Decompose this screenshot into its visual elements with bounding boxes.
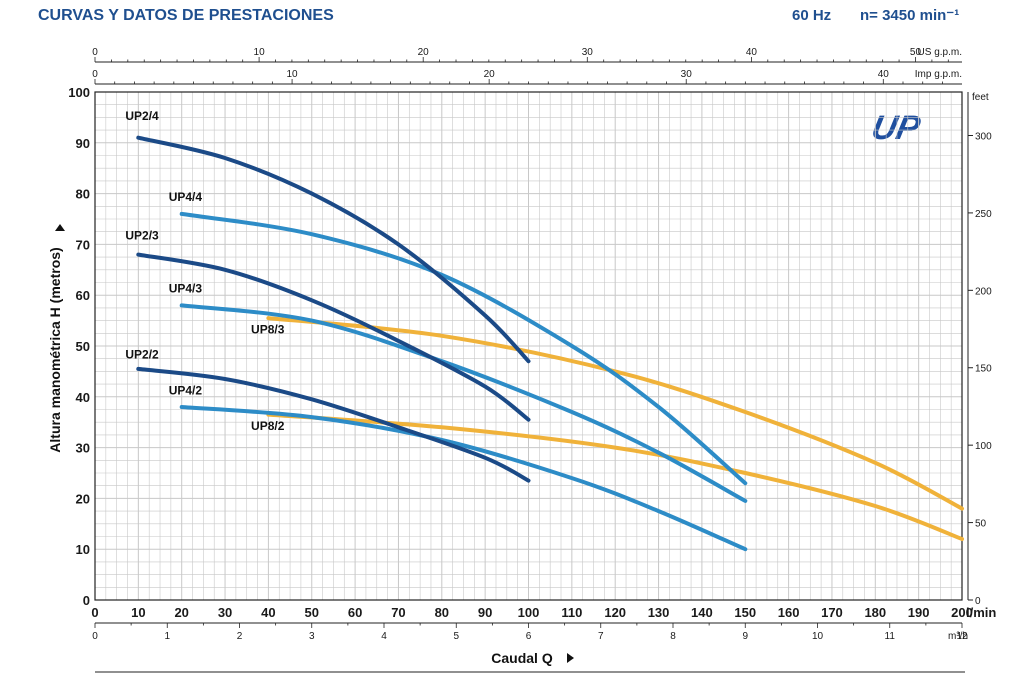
x-tick-label: 110 xyxy=(561,605,582,620)
x-tick-label: 60 xyxy=(348,605,362,620)
m3h-tick-label: 3 xyxy=(309,631,315,642)
feet-tick-label: 300 xyxy=(975,131,992,142)
imp-gpm-tick-label: 10 xyxy=(287,69,299,80)
y-tick-label: 20 xyxy=(76,491,90,506)
m3h-tick-label: 2 xyxy=(237,631,243,642)
us-gpm-tick-label: 30 xyxy=(582,47,594,58)
m3h-tick-label: 4 xyxy=(381,631,387,642)
x-tick-label: 180 xyxy=(864,605,886,620)
feet-tick-label: 100 xyxy=(975,441,992,452)
curve-up4-4 xyxy=(179,211,748,486)
x-tick-label: 170 xyxy=(821,605,843,620)
y-tick-label: 90 xyxy=(76,136,90,151)
m3h-tick-label: 0 xyxy=(92,631,98,642)
curve-up8-3 xyxy=(266,316,964,511)
us-gpm-tick-label: 40 xyxy=(746,47,758,58)
us-gpm-tick-label: 10 xyxy=(254,47,266,58)
y-tick-label: 40 xyxy=(76,390,90,405)
x-tick-label: 140 xyxy=(691,605,713,620)
us-gpm-tick-label: 20 xyxy=(418,47,430,58)
curve-label-up2-2: UP2/2 xyxy=(125,348,159,362)
feet-unit-label: feet xyxy=(972,92,989,103)
x-axis-arrow-icon xyxy=(567,653,574,663)
x-tick-label: 40 xyxy=(261,605,275,620)
feet-tick-label: 250 xyxy=(975,209,992,220)
us-gpm-tick-label: 50 xyxy=(910,47,922,58)
y-tick-label: 80 xyxy=(76,187,90,202)
plot-frame xyxy=(94,91,963,601)
curve-up2-4 xyxy=(136,135,531,364)
speed-label: n= 3450 min⁻¹ xyxy=(860,7,959,24)
x-tick-label: 160 xyxy=(778,605,800,620)
feet-tick-label: 150 xyxy=(975,364,992,375)
x-tick-label: 90 xyxy=(478,605,492,620)
x-tick-label: 190 xyxy=(908,605,930,620)
chart-title: CURVAS Y DATOS DE PRESTACIONES xyxy=(38,7,334,24)
m3h-tick-label: 8 xyxy=(670,631,676,642)
curve-label-up2-4: UP2/4 xyxy=(125,109,159,123)
y-tick-label: 60 xyxy=(76,288,90,303)
x-tick-label: 100 xyxy=(518,605,540,620)
up-logo: UP xyxy=(868,109,923,147)
curve-up2-2 xyxy=(136,366,531,483)
feet-tick-label: 50 xyxy=(975,519,987,530)
m3h-tick-label: 9 xyxy=(742,631,748,642)
feet-tick-label: 0 xyxy=(975,596,981,607)
us-gpm-unit-label: US g.p.m. xyxy=(918,47,962,58)
y-tick-label: 0 xyxy=(83,593,90,608)
curve-label-up4-4: UP4/4 xyxy=(169,190,203,204)
curve-labels: UP2/4 UP4/4 UP2/3 UP4/3 UP8/3 UP2/2 UP4/2 UP8/2 xyxy=(125,109,284,433)
curve-label-up8-3: UP8/3 xyxy=(251,322,285,336)
y-tick-label: 30 xyxy=(76,441,90,456)
m3h-tick-label: 7 xyxy=(598,631,604,642)
y-tick-label: 70 xyxy=(76,237,90,252)
chart-axes: 0 10 20 30 40 50 60 70 80 90 100 110 120 130 140 150 160… xyxy=(68,47,996,642)
m3h-tick-label: 5 xyxy=(453,631,459,642)
y-axis-title: Altura manométrica H (metros) xyxy=(47,247,63,452)
y-axis-arrow-icon xyxy=(55,224,65,231)
chart-grid xyxy=(94,91,963,601)
curve-up4-2 xyxy=(179,405,748,552)
us-gpm-tick-label: 0 xyxy=(92,47,98,58)
x-tick-label: 120 xyxy=(604,605,626,620)
curve-label-up4-2: UP4/2 xyxy=(169,383,203,397)
curve-label-up4-3: UP4/3 xyxy=(169,282,203,296)
x-tick-label: 150 xyxy=(734,605,756,620)
curve-up4-3 xyxy=(179,303,748,503)
x-tick-label: 200 xyxy=(951,605,973,620)
pump-curves xyxy=(136,135,964,552)
imp-gpm-tick-label: 20 xyxy=(484,69,496,80)
m3h-tick-label: 11 xyxy=(885,631,896,642)
curve-label-up8-2: UP8/2 xyxy=(251,419,285,433)
logo-text: UP xyxy=(868,109,923,147)
x-tick-label: 130 xyxy=(648,605,670,620)
m3h-tick-label: 10 xyxy=(812,631,824,642)
feet-tick-label: 200 xyxy=(975,286,992,297)
imp-gpm-tick-label: 30 xyxy=(681,69,693,80)
x-tick-label: 20 xyxy=(174,605,188,620)
m3h-tick-label: 12 xyxy=(956,631,968,642)
curve-label-up2-3: UP2/3 xyxy=(125,228,159,242)
imp-gpm-tick-label: 0 xyxy=(92,69,98,80)
x-tick-label: 0 xyxy=(91,605,98,620)
x-tick-label: 10 xyxy=(131,605,145,620)
m3h-tick-label: 6 xyxy=(526,631,532,642)
x-tick-label: 70 xyxy=(391,605,405,620)
y-tick-label: 50 xyxy=(76,339,90,354)
y-tick-label: 100 xyxy=(68,85,90,100)
y-tick-label: 10 xyxy=(76,542,90,557)
x-unit-label: l/min xyxy=(966,605,996,620)
imp-gpm-tick-label: 40 xyxy=(878,69,890,80)
m3h-unit-label: m³/h xyxy=(948,631,968,642)
x-axis-title: Caudal Q xyxy=(491,650,553,666)
frequency-label: 60 Hz xyxy=(792,7,831,24)
x-tick-label: 80 xyxy=(435,605,449,620)
m3h-tick-label: 1 xyxy=(164,631,170,642)
imp-gpm-unit-label: Imp g.p.m. xyxy=(915,69,962,80)
curve-up8-2 xyxy=(266,412,964,541)
x-tick-label: 30 xyxy=(218,605,232,620)
x-tick-label: 50 xyxy=(305,605,319,620)
curve-up2-3 xyxy=(136,252,531,422)
